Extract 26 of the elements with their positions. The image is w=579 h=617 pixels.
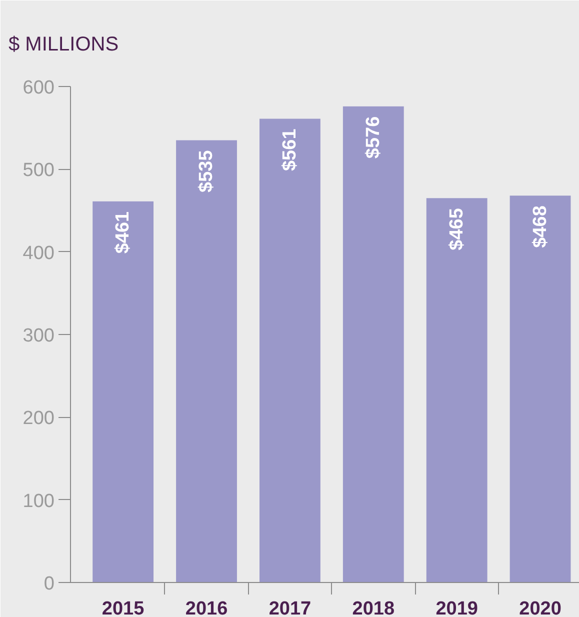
x-tick-label: 2018 xyxy=(352,598,395,617)
y-tick-label: 300 xyxy=(22,326,54,346)
y-tick-label: 0 xyxy=(44,574,55,594)
x-tick-label: 2019 xyxy=(436,598,478,617)
bar xyxy=(510,196,571,582)
x-tick-label: 2016 xyxy=(185,598,228,617)
y-tick-label: 200 xyxy=(22,408,54,430)
y-tick-label: 600 xyxy=(22,78,54,98)
data-label: $535 xyxy=(196,150,218,192)
data-label: $461 xyxy=(112,210,134,254)
x-tick-label: 2017 xyxy=(268,598,312,617)
data-label: $576 xyxy=(362,116,384,159)
x-tick-label: 2015 xyxy=(102,598,145,617)
bar xyxy=(176,140,237,582)
bar xyxy=(426,198,488,582)
bar xyxy=(92,201,154,582)
x-tick-label: 2020 xyxy=(519,598,562,617)
y-tick-label: 400 xyxy=(22,242,54,264)
data-label: $465 xyxy=(446,208,468,250)
chart-title: $ MILLIONS xyxy=(8,34,119,56)
y-tick-label: 100 xyxy=(22,490,54,512)
data-label: $561 xyxy=(279,128,300,172)
y-tick-label: 500 xyxy=(22,160,54,182)
data-label: $468 xyxy=(530,206,551,248)
bar xyxy=(260,118,320,582)
bar xyxy=(342,106,404,582)
